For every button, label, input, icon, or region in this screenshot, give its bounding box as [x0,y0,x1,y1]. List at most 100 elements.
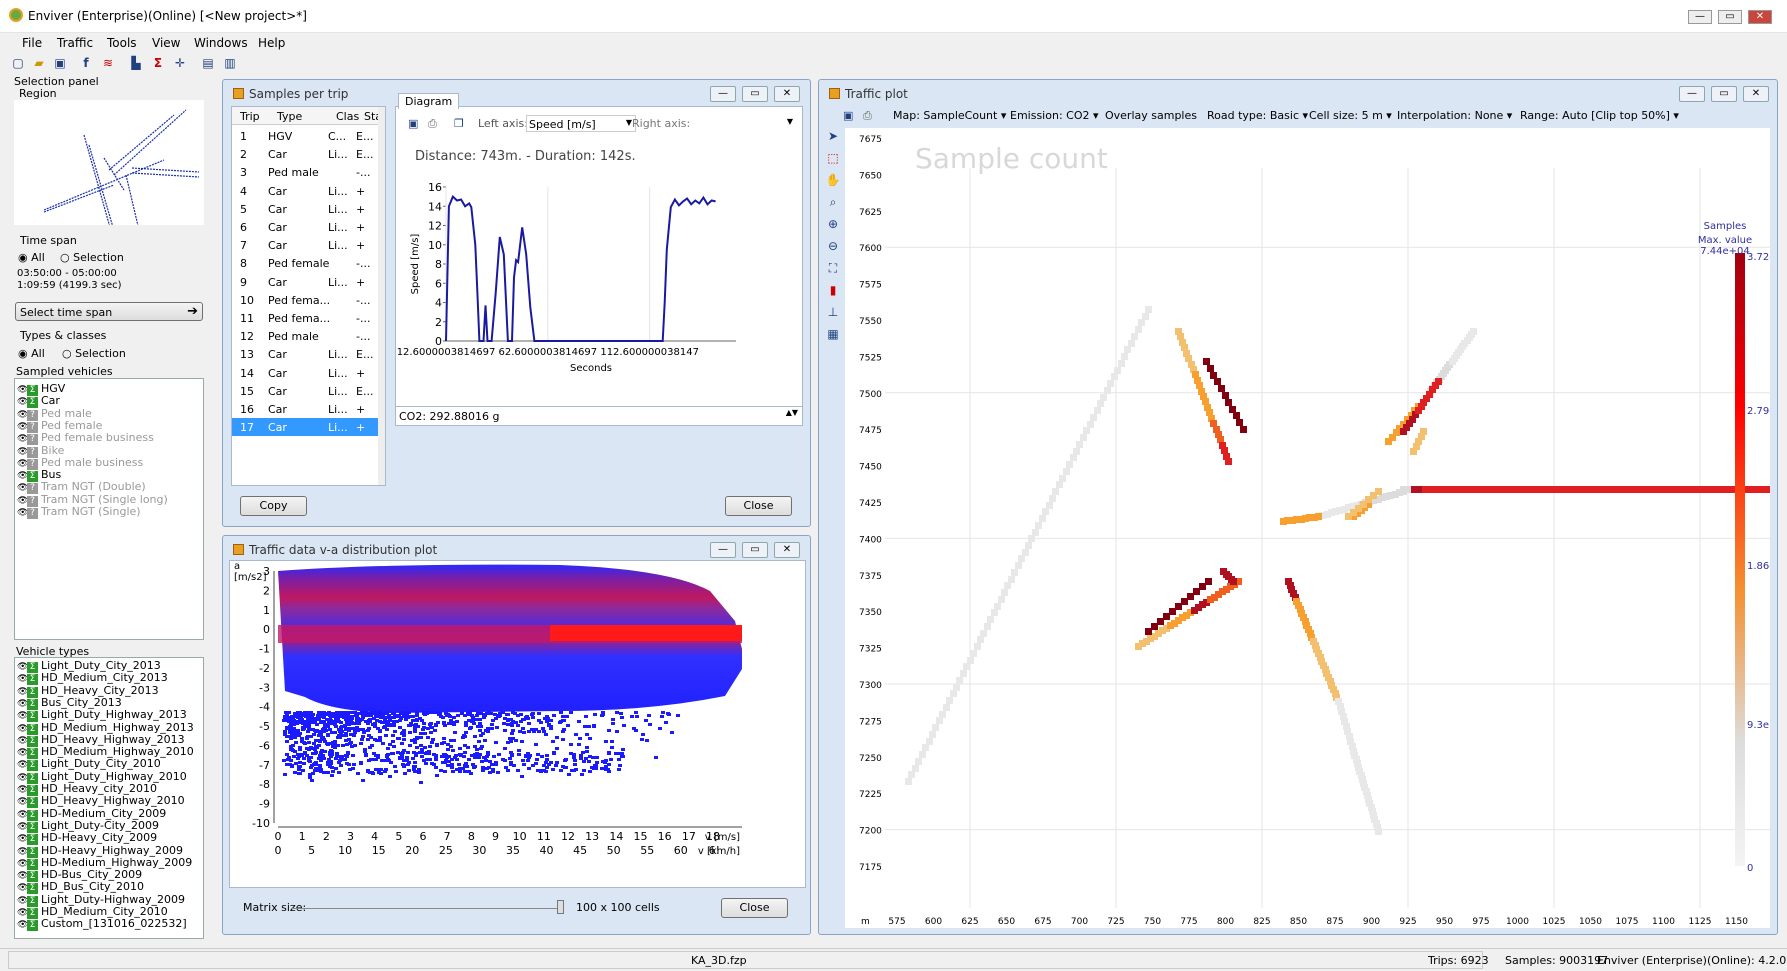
header-trip[interactable]: Trip [240,110,260,123]
formula-icon[interactable]: ≋ [102,56,114,70]
eye-icon[interactable]: 👁 [17,698,29,709]
eye-icon[interactable]: 👁 [17,483,29,494]
plot-icon[interactable]: ▥ [224,56,236,70]
print-icon[interactable]: ⎙ [863,109,872,122]
sampled-vehicle-item[interactable]: 👁? Ped male business [17,457,143,470]
header-class[interactable]: Clas [336,110,360,123]
table-row[interactable]: 17 Car Li... + [232,418,378,437]
menu-traffic[interactable]: Traffic [57,36,94,50]
time-selection-radio[interactable]: ○ Selection [60,251,124,264]
eye-icon[interactable]: 👁 [17,674,29,685]
eye-icon[interactable]: 👁 [17,446,29,457]
eye-icon[interactable]: 👁 [17,748,29,759]
chart-icon[interactable]: ▤ [202,56,214,70]
eye-icon[interactable]: 👁 [17,662,29,672]
table-row[interactable]: 12 Ped male -... [232,327,378,345]
eye-icon[interactable]: 👁 [17,711,29,722]
copy-icon[interactable]: ❐ [454,117,464,130]
sampled-vehicle-item[interactable]: 👁Σ Bus [17,469,61,483]
header-status[interactable]: Sta [364,110,383,123]
sampled-vehicle-item[interactable]: 👁Σ Car [17,395,60,409]
traffic-close-button[interactable]: ✕ [1743,86,1769,102]
minimize-icon[interactable]: — [1688,10,1712,24]
trips-table[interactable]: Trip Type Clas Sta 1 HGV C... E... 2 Car Li...… [231,106,386,486]
eye-icon[interactable]: 👁 [17,495,29,506]
diagram-tab[interactable]: Diagram [398,93,460,109]
map-dropdown[interactable]: Map: SampleCount ▾ [893,109,1007,122]
close-button[interactable]: Close [725,496,792,516]
header-type[interactable]: Type [277,110,303,123]
vehicle-type-item[interactable]: 👁Σ Light_Duty_Highway_2013 [17,709,187,723]
grid-icon[interactable]: ▦ [827,327,839,341]
eye-icon[interactable]: 👁 [17,686,29,697]
sampled-vehicle-item[interactable]: 👁? Ped female [17,420,102,433]
table-row[interactable]: 13 Car Li... E... [232,345,378,363]
axis-icon[interactable]: ⊥ [827,305,839,319]
table-row[interactable]: 16 Car Li... + [232,400,378,418]
va-minimize-button[interactable]: — [710,542,736,558]
overlay-samples-button[interactable]: Overlay samples [1105,109,1197,122]
eye-icon[interactable]: 👁 [17,834,29,845]
vehicle-type-item[interactable]: 👁Σ Light_Duty_City_2013 [17,660,161,673]
eye-icon[interactable]: 👁 [17,858,29,869]
traffic-map-area[interactable]: Sample count Samples Max. value 7.44e+04 3.… [845,128,1770,928]
eye-icon[interactable]: 👁 [17,385,29,395]
sampled-vehicle-item[interactable]: 👁? Ped female business [17,432,154,446]
vehicle-type-item[interactable]: 👁Σ HD-Heavy_Highway_2009 [17,845,183,858]
legend-icon[interactable]: ▮ [829,283,837,297]
time-all-radio[interactable]: ◉ All [18,251,45,264]
road-type-dropdown[interactable]: Road type: Basic ▾ [1207,109,1309,122]
table-row[interactable]: 6 Car Li... + [232,218,378,236]
interpolation-dropdown[interactable]: Interpolation: None ▾ [1397,109,1513,122]
vehicle-type-item[interactable]: 👁Σ HD_Heavy_city_2010 [17,783,157,796]
menu-tools[interactable]: Tools [107,36,137,50]
eye-icon[interactable]: 👁 [17,772,29,783]
vehicle-type-item[interactable]: 👁Σ HD-Medium_Highway_2009 [17,857,192,870]
sigma-icon[interactable]: Σ [153,56,163,70]
vehicle-type-item[interactable]: 👁Σ HD_Medium_City_2013 [17,672,168,686]
sampled-vehicle-item[interactable]: 👁? Tram NGT (Single long) [17,494,168,507]
pointer-icon[interactable]: ➤ [827,129,839,143]
vehicle-type-item[interactable]: 👁Σ HD_Bus_City_2010 [17,881,144,895]
left-axis-select[interactable]: Speed [m/s] ▼ [526,115,636,132]
pan-hand-icon[interactable]: ✋ [825,173,841,187]
sampled-vehicle-item[interactable]: 👁? Ped male [17,408,92,421]
table-row[interactable]: 4 Car Li... + [232,182,378,200]
va-close-button[interactable]: ✕ [774,542,800,558]
types-all-radio[interactable]: ◉ All [18,347,45,360]
trips-scrollbar[interactable] [378,107,385,485]
vehicle-type-item[interactable]: 👁Σ Light_Duty_City_2010 [17,758,161,772]
eye-icon[interactable]: 👁 [17,883,29,894]
print-icon[interactable]: ⎙ [428,117,437,130]
table-row[interactable]: 9 Car Li... + [232,273,378,291]
eye-icon[interactable]: 👁 [17,871,29,882]
vehicle-type-item[interactable]: 👁Σ HD_Heavy_Highway_2010 [17,795,185,809]
zoom-in-icon[interactable]: ⊕ [827,217,839,231]
vehicle-type-item[interactable]: 👁Σ HD_Heavy_Highway_2013 [17,734,185,747]
save-icon[interactable]: ▣ [54,56,66,70]
menu-view[interactable]: View [152,36,181,50]
vehicle-type-item[interactable]: 👁Σ Bus_City_2013 [17,697,122,710]
vehicle-type-item[interactable]: 👁Σ HD_Medium_City_2010 [17,906,168,919]
save-icon[interactable]: ▣ [843,109,854,122]
new-file-icon[interactable]: ▢ [12,56,24,70]
emission-dropdown[interactable]: Emission: CO2 ▾ [1010,109,1099,122]
close-icon[interactable]: ✕ [1748,10,1772,24]
vehicle-type-item[interactable]: 👁Σ Light_Duty_Highway_2010 [17,771,187,784]
eye-icon[interactable]: 👁 [17,797,29,808]
zoom-out-icon[interactable]: ⊖ [827,239,839,253]
select-time-span-button[interactable]: Select time span ➔ [15,302,203,321]
vehicle-type-item[interactable]: 👁Σ HD-Heavy_City_2009 [17,832,157,846]
samples-close-button[interactable]: ✕ [774,86,800,102]
eye-icon[interactable]: 👁 [17,723,29,734]
copy-button[interactable]: Copy [240,496,307,516]
matrix-slider-thumb[interactable] [557,900,564,914]
table-row[interactable]: 3 Ped male -... [232,163,378,181]
table-row[interactable]: 5 Car Li... + [232,200,378,218]
samples-maximize-button[interactable]: ▭ [742,86,768,102]
open-folder-icon[interactable]: ▰ [34,56,44,70]
eye-icon[interactable]: 👁 [17,397,29,408]
range-dropdown[interactable]: Range: Auto [Clip top 50%] ▾ [1520,109,1679,122]
matrix-size-slider[interactable] [291,908,561,909]
sampled-vehicle-item[interactable]: 👁? Tram NGT (Double) [17,481,146,495]
